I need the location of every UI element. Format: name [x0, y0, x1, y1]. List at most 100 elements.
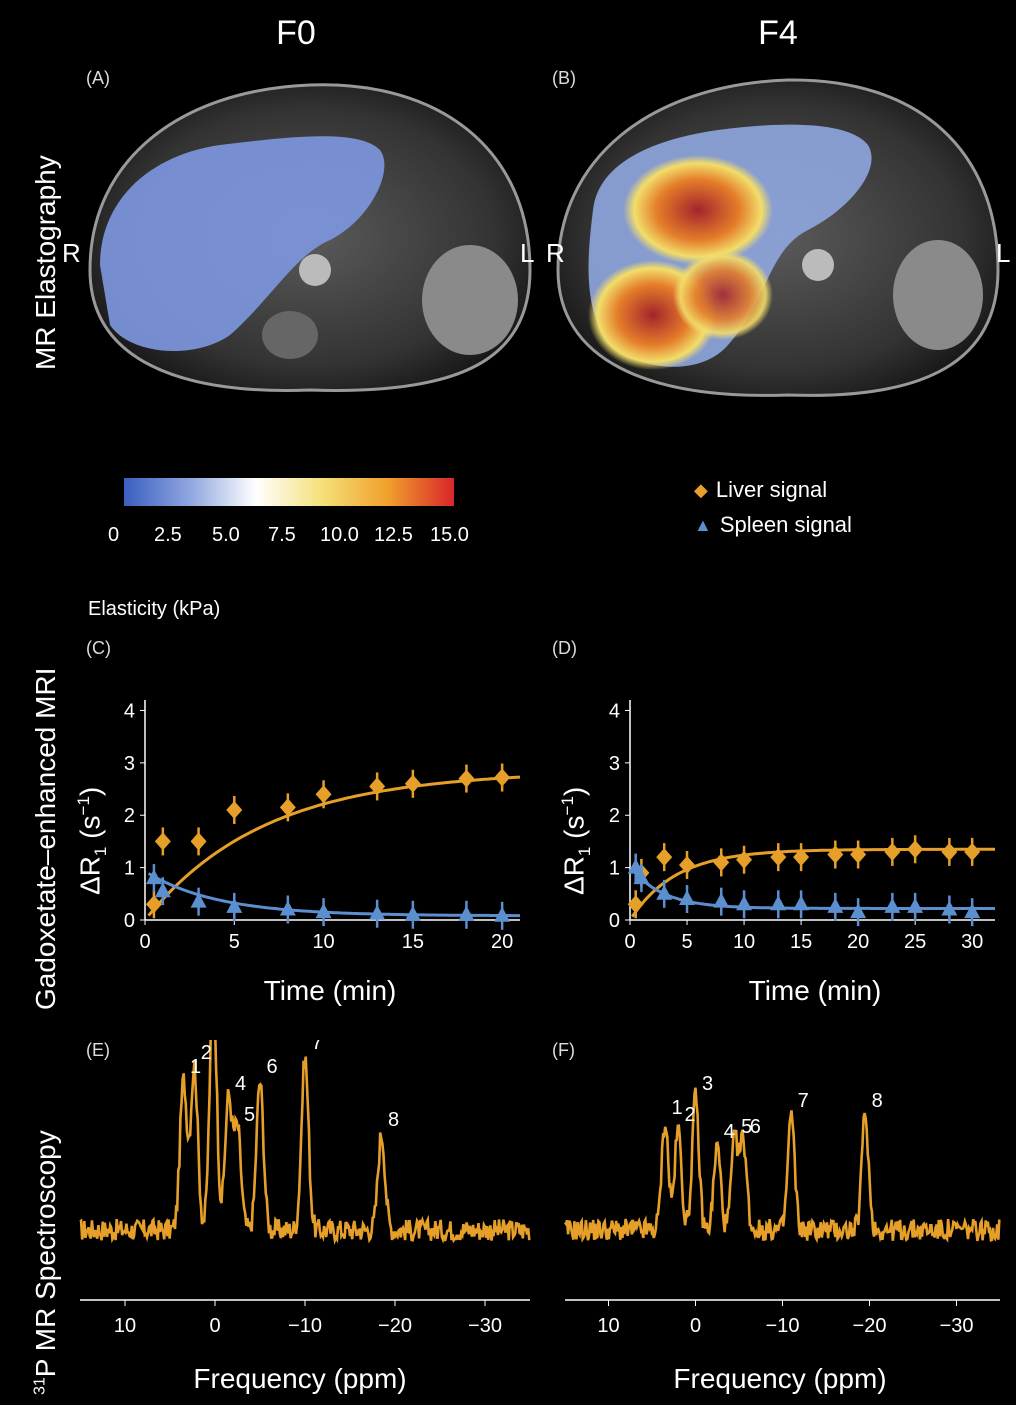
colorbar-tick: 15.0: [430, 524, 469, 546]
x-tick-label: −10: [288, 1315, 322, 1337]
time-axis-title-d: Time (min): [748, 975, 882, 1006]
diamond-marker-icon: ◆: [694, 479, 708, 500]
orientation-left-b: L: [996, 238, 1011, 268]
x-tick-label: −20: [853, 1315, 887, 1337]
x-tick-label: −10: [766, 1315, 800, 1337]
peak-label: 1: [190, 1056, 201, 1078]
x-tick-label: 10: [733, 931, 755, 953]
liver-data-point: [679, 856, 696, 874]
spleen-data-point: [627, 858, 644, 874]
x-tick-label: 0: [209, 1315, 220, 1337]
peak-label: 1: [671, 1097, 682, 1119]
x-tick-label: 10: [312, 931, 334, 953]
chart-c-relaxation-f0: 0 1 2 3 4 0 5 10 15 20: [124, 700, 521, 953]
liver-data-point: [793, 848, 810, 867]
spleen-data-point: [494, 906, 511, 922]
x-tick-label: 0: [690, 1315, 701, 1337]
liver-data-point: [713, 853, 730, 872]
spleen-data-point: [827, 897, 844, 913]
spectrum-line: [79, 1040, 531, 1246]
spleen-data-point: [279, 900, 296, 916]
peak-label: 4: [235, 1073, 246, 1095]
liver-data-point: [770, 848, 787, 867]
y-tick-label: 4: [124, 700, 135, 722]
colorbar-tick: 5.0: [212, 524, 240, 546]
x-tick-label: 10: [114, 1315, 136, 1337]
liver-data-point: [404, 774, 421, 793]
x-tick-label: −20: [378, 1315, 412, 1337]
y-tick-label: 0: [124, 910, 135, 932]
legend-spleen-label: Spleen signal: [719, 512, 852, 537]
spleen-fit-curve: [147, 872, 520, 918]
panel-letter-b: (B): [552, 68, 576, 88]
axis-label-sup: −1: [558, 796, 577, 816]
spleen-data-point: [458, 905, 475, 921]
x-tick-label: 5: [229, 931, 240, 953]
peak-label: 8: [872, 1090, 883, 1112]
spleen-data-point: [633, 869, 650, 885]
axis-label-sup: −1: [74, 796, 93, 816]
colorbar-tick: 0: [108, 524, 120, 546]
x-tick-label: 25: [904, 931, 926, 953]
y-tick-label: 1: [124, 858, 135, 880]
peak-label: 5: [244, 1104, 255, 1126]
spleen-data-point: [850, 903, 867, 919]
spleen-data-point: [884, 897, 901, 913]
liver-data-point: [656, 848, 673, 867]
elasticity-colorbar: [124, 478, 454, 506]
spleen-data-point: [964, 903, 981, 919]
peak-label: 7: [798, 1090, 809, 1112]
liver-data-point: [226, 801, 243, 819]
liver-data-point: [190, 832, 207, 851]
colorbar-ticks: 0 2.5 5.0 7.5 10.0 12.5 15.0: [108, 524, 488, 547]
y-tick-label: 3: [609, 753, 620, 775]
y-tick-label: 2: [124, 805, 135, 827]
orientation-left-a: L: [520, 238, 535, 268]
colorbar-tick: 7.5: [268, 524, 296, 546]
legend-spleen: ▲ Spleen signal: [694, 512, 852, 538]
panel-letter-f: (F): [552, 1040, 575, 1060]
liver-data-point: [279, 798, 296, 817]
liver-data-point: [145, 895, 162, 914]
peak-label: 2: [685, 1104, 696, 1126]
colorbar-tick: 10.0: [320, 524, 359, 546]
liver-data-point: [884, 842, 901, 861]
liver-data-point: [964, 842, 981, 861]
legend-liver: ◆ Liver signal: [694, 477, 827, 503]
x-tick-label: −30: [468, 1315, 502, 1337]
liver-data-point: [458, 769, 475, 788]
spectrum-line: [563, 1087, 1001, 1244]
y-tick-label: 1: [609, 858, 620, 880]
row-label-elastography: MR Elastography: [30, 155, 61, 370]
peak-label: 8: [388, 1109, 399, 1131]
spleen-data-point: [679, 890, 696, 906]
y-tick-label: 2: [609, 805, 620, 827]
chart-f-spectrum-f4: 1 23 4 56 7 8 10 0 −10 −20 −30: [563, 1073, 1001, 1337]
row-label-spectroscopy: 31P MR Spectroscopy: [30, 1130, 62, 1395]
peak-label: 4: [724, 1121, 735, 1143]
x-tick-label: 15: [790, 931, 812, 953]
spleen-data-point: [907, 897, 924, 913]
peak-label: 6: [266, 1056, 277, 1078]
spleen-data-point: [154, 882, 171, 898]
spleen-data-point: [145, 869, 162, 885]
frequency-axis-title-f: Frequency (ppm): [673, 1363, 887, 1394]
x-tick-label: 15: [402, 931, 424, 953]
spleen-data-point: [736, 895, 753, 911]
colorbar-label: Elasticity (kPa): [88, 598, 221, 620]
spleen-data-point: [770, 895, 787, 911]
peak-label: 7: [311, 1040, 322, 1054]
spleen-data-point: [190, 892, 207, 908]
liver-data-point: [827, 845, 844, 864]
liver-fit-curve: [147, 775, 521, 917]
liver-data-point: [850, 845, 867, 864]
colorbar-tick: 2.5: [154, 524, 182, 546]
panel-letter-d: (D): [552, 638, 577, 658]
chart-d-relaxation-f4: 0 1 2 3 4 0 5 10 15 20 25 30: [609, 700, 995, 953]
peak-label: 5: [741, 1116, 752, 1138]
y-tick-label: 0: [609, 910, 620, 932]
liver-data-point: [315, 785, 332, 804]
isotope-superscript: 31: [31, 1377, 49, 1395]
panel-letter-e: (E): [86, 1040, 110, 1060]
